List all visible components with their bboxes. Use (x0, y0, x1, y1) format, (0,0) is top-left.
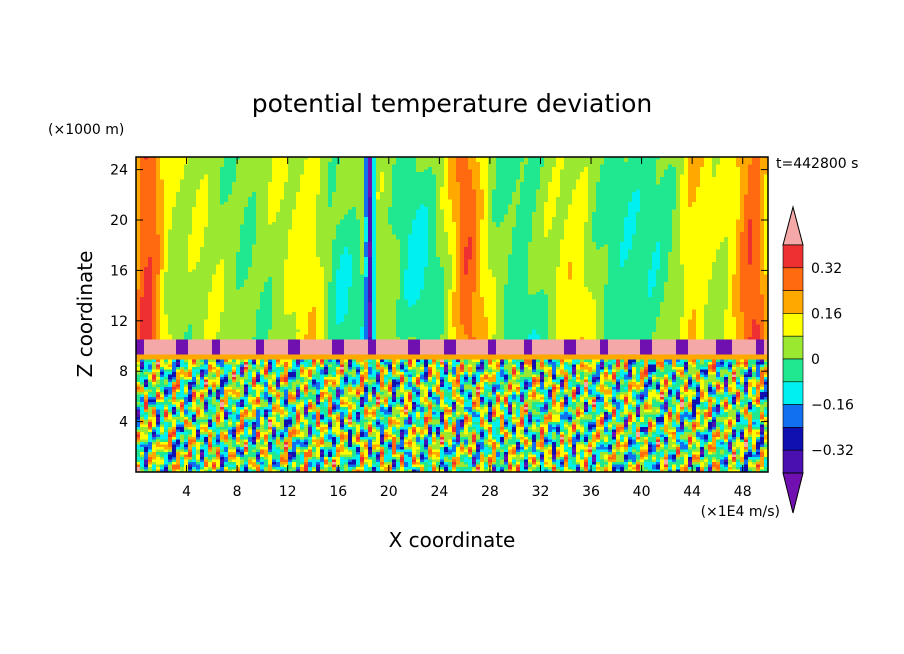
x-tick-label: 36 (582, 484, 600, 500)
colorbar-segment (782, 290, 804, 314)
colorbar-segment (782, 313, 804, 337)
colorbar-tick-label: −0.32 (811, 443, 854, 459)
x-tick-label: 28 (481, 484, 499, 500)
colorbar-segment (782, 449, 804, 474)
colorbar-segment (782, 381, 804, 405)
heatmap-field (136, 157, 768, 472)
y-tick-label: 8 (119, 364, 128, 380)
colorbar-segment (782, 358, 804, 383)
y-tick-label: 24 (110, 163, 128, 179)
x-axis-label: X coordinate (389, 528, 516, 552)
x-tick-label: 4 (182, 484, 191, 500)
x-tick-label: 8 (233, 484, 242, 500)
colorbar-tick-label: 0.32 (811, 261, 842, 277)
colorbar: 0.32 0.16 0 −0.16 −0.32 (782, 205, 854, 514)
x-tick-label: 32 (532, 484, 550, 500)
x-tick-label: 24 (430, 484, 448, 500)
colorbar-tick-label: −0.16 (811, 398, 854, 414)
x-unit-label: (×1E4 m/s) (701, 504, 780, 520)
x-tick-label: 20 (380, 484, 398, 500)
y-tick-label: 4 (119, 415, 128, 431)
colorbar-segment (782, 267, 804, 291)
chart-title: potential temperature deviation (252, 89, 652, 118)
y-tick-label: 16 (110, 263, 128, 279)
x-tick-label: 12 (279, 484, 297, 500)
colorbar-segment (782, 244, 804, 269)
x-tick-label: 48 (734, 484, 752, 500)
y-axis-label: Z coordinate (73, 251, 97, 378)
x-axis: 4 8 12 16 20 24 28 32 36 40 44 48 (182, 157, 752, 500)
colorbar-tick-label: 0 (811, 352, 820, 368)
y-unit-label: (×1000 m) (48, 122, 124, 138)
y-axis: 4 8 12 16 20 24 (110, 163, 768, 431)
plot-frame (135, 156, 769, 473)
x-tick-label: 40 (633, 484, 651, 500)
y-tick-label: 12 (110, 314, 128, 330)
colorbar-segment (782, 335, 804, 360)
colorbar-segment (782, 404, 804, 428)
x-tick-label: 44 (683, 484, 701, 500)
x-tick-label: 16 (329, 484, 347, 500)
colorbar-top-triangle (782, 205, 804, 246)
colorbar-bottom-triangle (782, 472, 804, 514)
colorbar-segment (782, 427, 804, 451)
time-label: t=442800 s (776, 156, 858, 172)
y-tick-label: 20 (110, 213, 128, 229)
colorbar-tick-label: 0.16 (811, 306, 842, 322)
